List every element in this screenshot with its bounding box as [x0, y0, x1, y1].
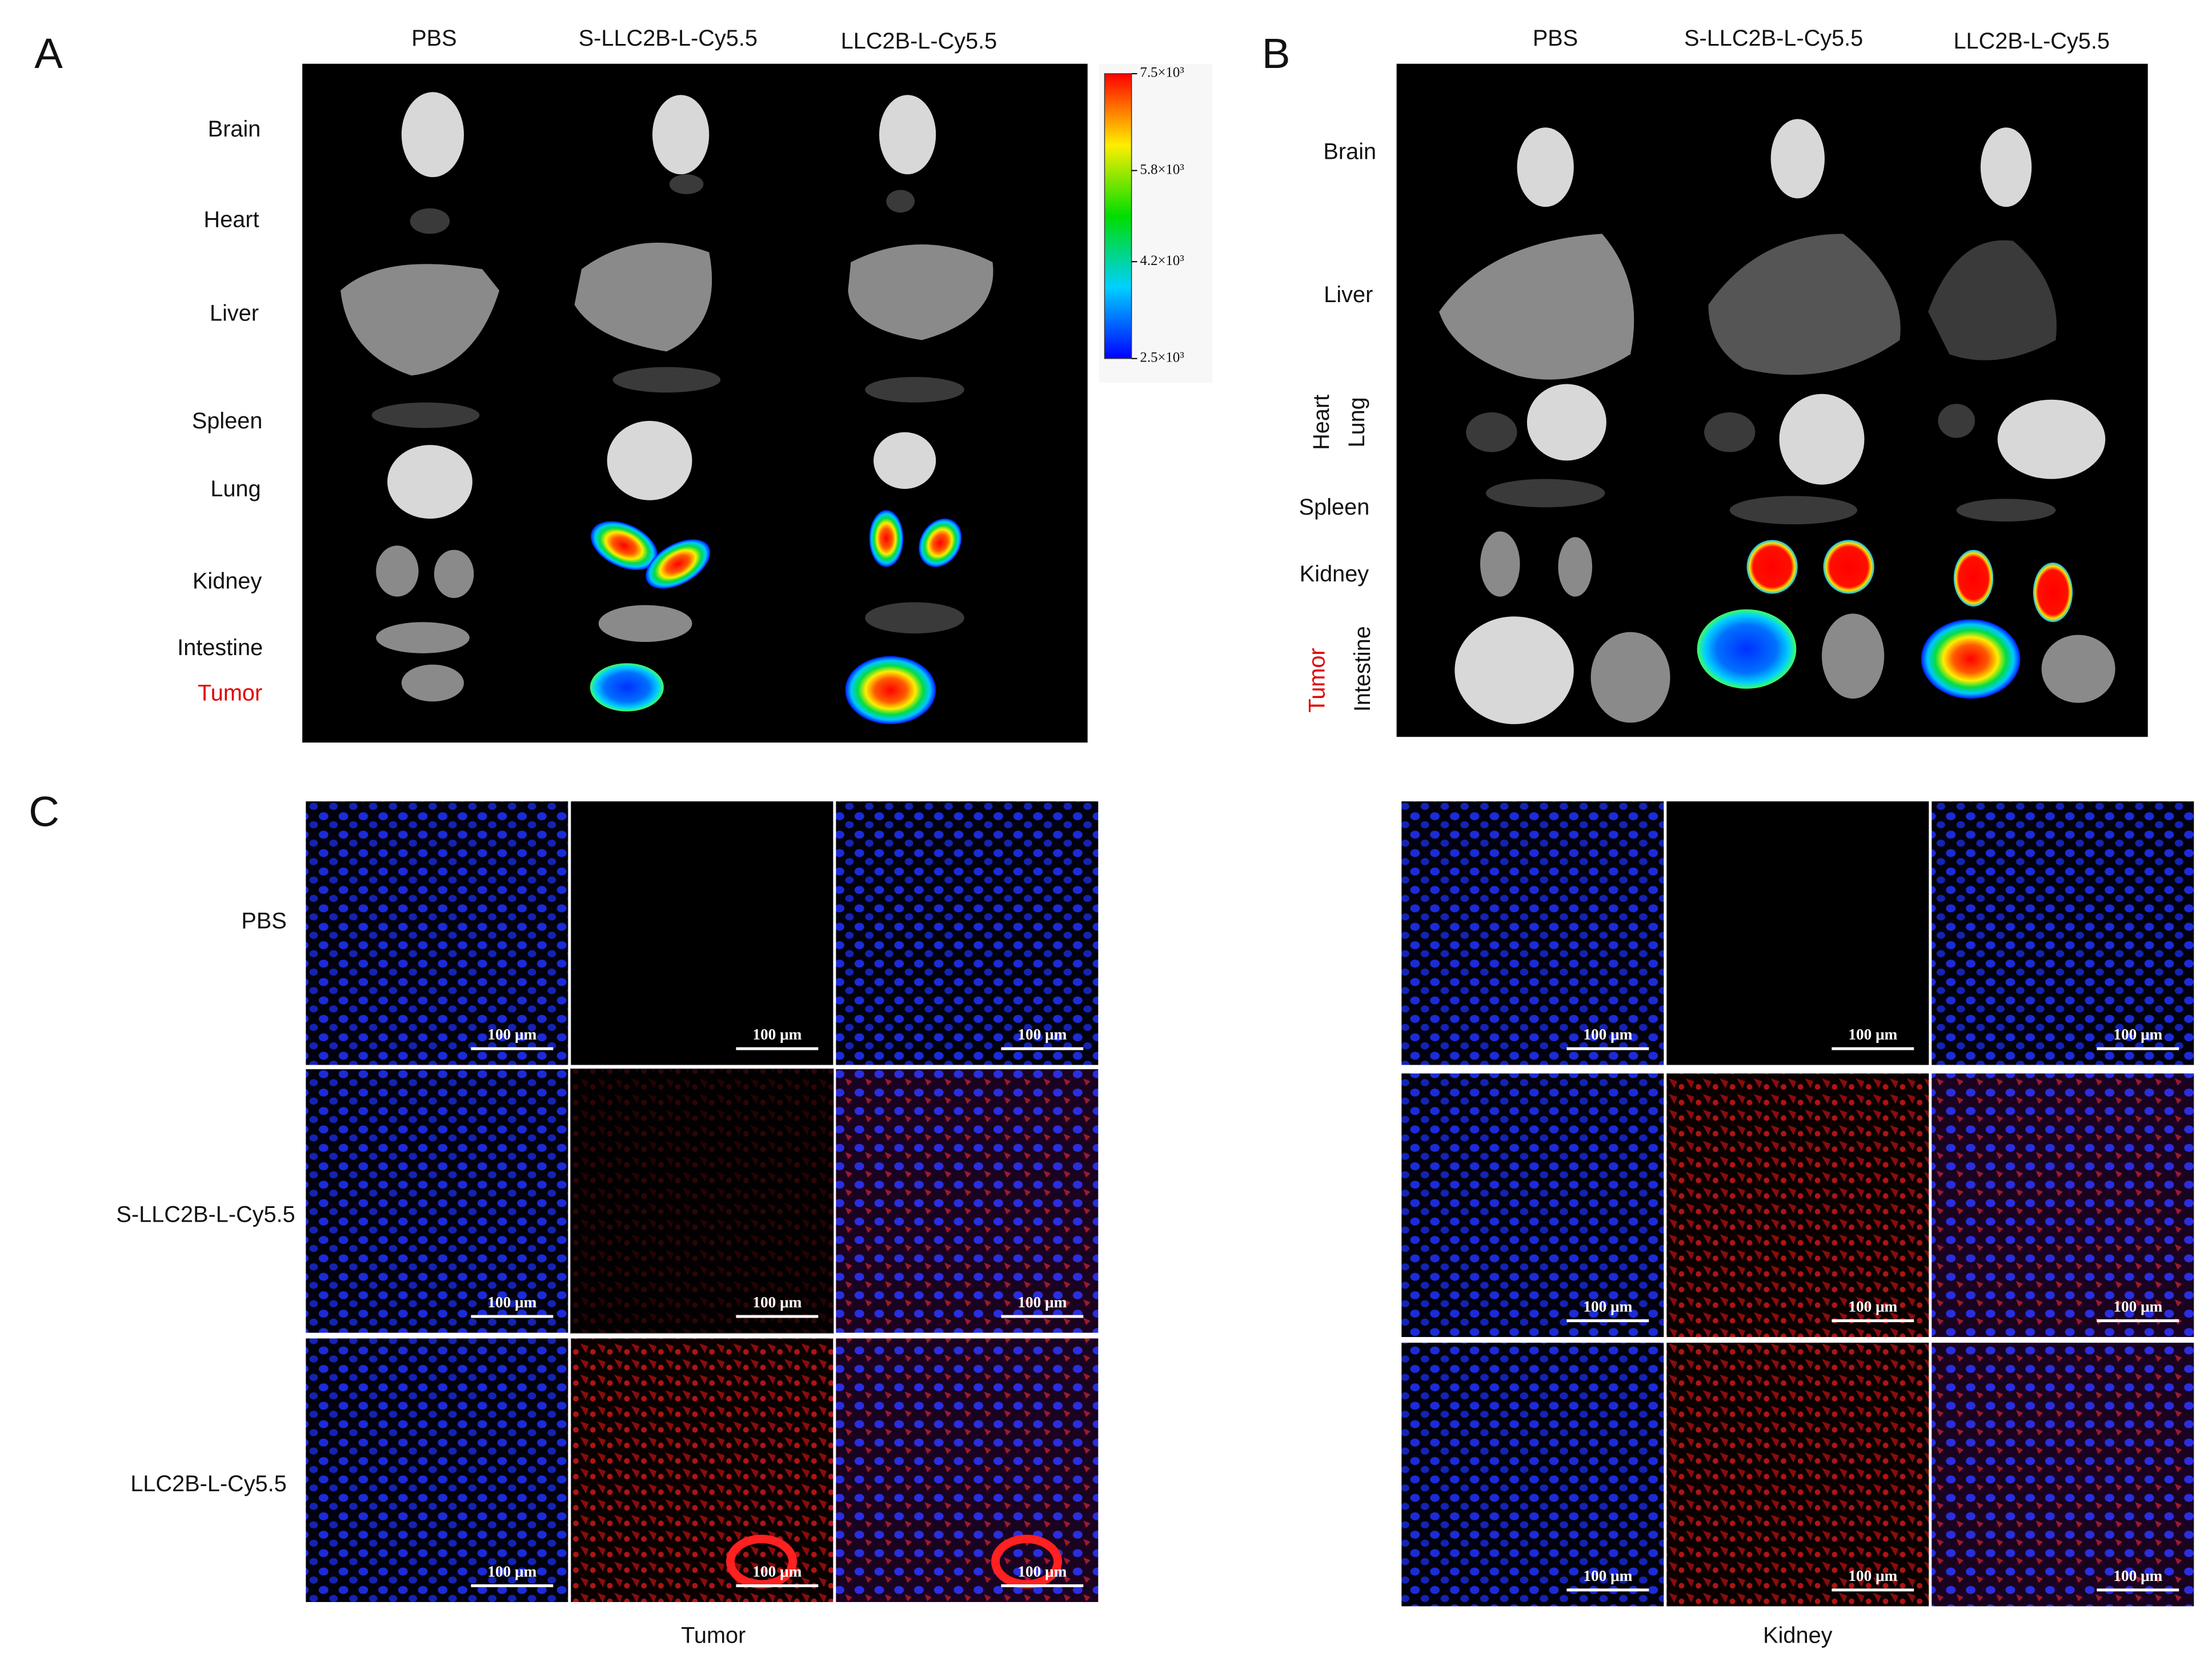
scale-bar-label: 100 μm — [1017, 1294, 1067, 1311]
colorbar — [1104, 73, 1132, 359]
scale-bar-label: 100 μm — [1017, 1026, 1067, 1043]
colorbar-tick-label: 4.2×10³ — [1140, 253, 1184, 268]
scale-bar-label: 100 μm — [752, 1563, 802, 1580]
microscopy-tile — [834, 1067, 1100, 1335]
organs — [1439, 119, 2115, 724]
microscopy-tile — [1400, 1072, 1665, 1339]
row-label: Heart — [1309, 395, 1334, 450]
microscopy-tile — [304, 1067, 570, 1335]
row-label: Heart — [204, 207, 259, 232]
row-label: Brain — [208, 117, 261, 142]
scale-bar-label: 100 μm — [1017, 1563, 1067, 1580]
microscopy-tile — [1400, 800, 1665, 1067]
row-label: PBS — [241, 909, 286, 934]
microscopy-tile — [1930, 1072, 2195, 1339]
microscopy-tile — [834, 800, 1100, 1067]
microscopy-tile — [304, 800, 570, 1067]
column-header: PBS — [411, 26, 456, 51]
tissue-label: Tumor — [681, 1623, 746, 1648]
row-label: S-LLC2B-L-Cy5.5 — [117, 1202, 295, 1227]
panel-label: C — [29, 788, 59, 835]
row-label: Spleen — [192, 408, 263, 433]
row-label: Tumor — [1305, 648, 1330, 712]
colorbar-tick-label: 5.8×10³ — [1140, 162, 1184, 177]
microscopy-tile — [1930, 1341, 2195, 1608]
tint — [570, 1068, 834, 1334]
tissue-label: Kidney — [1763, 1623, 1833, 1648]
row-label: Lung — [1344, 397, 1369, 447]
panel-label: B — [1262, 30, 1291, 77]
column-header: S-LLC2B-L-Cy5.5 — [1684, 26, 1863, 51]
scale-bar-label: 100 μm — [487, 1026, 536, 1043]
microscopy-tile — [1665, 1341, 1930, 1608]
row-label: Kidney — [193, 568, 262, 593]
row-label: Tumor — [198, 680, 262, 705]
scale-bar-label: 100 μm — [1583, 1298, 1632, 1315]
row-label: Liver — [210, 300, 259, 326]
row-label: Intestine — [1350, 626, 1375, 712]
column-header: S-LLC2B-L-Cy5.5 — [579, 26, 758, 51]
scale-bar-label: 100 μm — [1583, 1026, 1632, 1043]
column-header: LLC2B-L-Cy5.5 — [1953, 29, 2110, 54]
row-label: Intestine — [177, 635, 263, 660]
scale-bar-label: 100 μm — [752, 1026, 802, 1043]
scale-bar-label: 100 μm — [487, 1563, 536, 1580]
row-label: LLC2B-L-Cy5.5 — [130, 1471, 287, 1496]
row-label: Lung — [210, 476, 261, 501]
row-label: Liver — [1324, 282, 1373, 307]
scale-bar-label: 100 μm — [1848, 1026, 1897, 1043]
microscopy-tile — [1400, 1341, 1665, 1608]
microscopy-tile — [1930, 800, 2195, 1067]
row-label: Kidney — [1300, 561, 1369, 587]
colorbar-tick-label: 7.5×10³ — [1140, 65, 1184, 81]
scale-bar-label: 100 μm — [1848, 1298, 1897, 1315]
microscopy-tile — [304, 1337, 570, 1604]
organs — [340, 92, 993, 724]
microscopy-tile — [1665, 800, 1930, 1067]
scale-bar-label: 100 μm — [752, 1294, 802, 1311]
scale-bar-label: 100 μm — [1583, 1567, 1632, 1584]
microscopy-tile — [569, 800, 835, 1067]
microscopy-tile — [1665, 1072, 1930, 1339]
row-label: Brain — [1323, 139, 1376, 164]
column-header: LLC2B-L-Cy5.5 — [841, 29, 997, 54]
microscopy-grid: 100 μm 100 μm 100 μm 100 μm 100 μm 100 μm 100 … — [304, 800, 2195, 1608]
scale-bar-label: 100 μm — [2113, 1298, 2162, 1315]
scale-bar-label: 100 μm — [487, 1294, 536, 1311]
column-header: PBS — [1533, 26, 1578, 51]
panel-label: A — [34, 30, 63, 77]
scale-bar-label: 100 μm — [2113, 1567, 2162, 1584]
colorbar-tick-label: 2.5×10³ — [1140, 350, 1184, 365]
colorbar-ticks: 7.5×10³ 5.8×10³ 4.2×10³ 2.5×10³ — [1131, 65, 1184, 365]
row-label: Spleen — [1299, 495, 1370, 520]
scale-bar-label: 100 μm — [2113, 1026, 2162, 1043]
scale-bar-label: 100 μm — [1848, 1567, 1897, 1584]
